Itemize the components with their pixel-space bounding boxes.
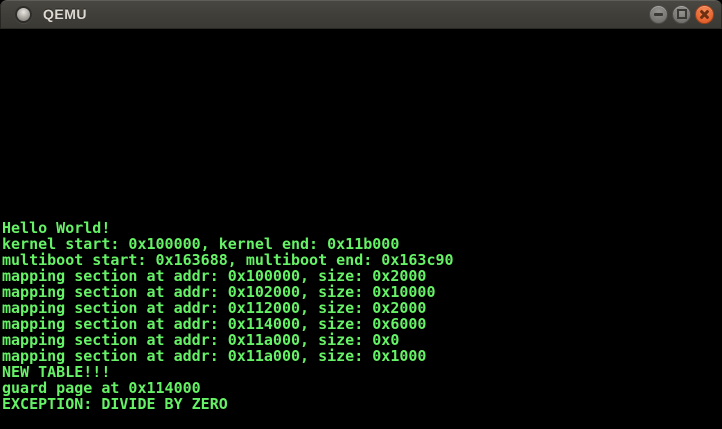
qemu-app-icon (15, 5, 32, 23)
close-button[interactable] (695, 4, 714, 24)
terminal-line: EXCEPTION: DIVIDE BY ZERO (2, 395, 228, 413)
window-title: QEMU (43, 6, 87, 22)
terminal-line: Hello World! (2, 219, 111, 237)
maximize-icon (676, 9, 687, 19)
minimize-icon (654, 12, 663, 16)
window-controls (649, 4, 714, 24)
vga-display[interactable]: Hello World! kernel start: 0x100000, ker… (0, 29, 722, 429)
terminal-line: mapping section at addr: 0x11a000, size:… (2, 347, 427, 365)
terminal-line: mapping section at addr: 0x11a000, size:… (2, 331, 400, 349)
terminal-line: NEW TABLE!!! (2, 363, 111, 381)
window-titlebar[interactable]: QEMU (0, 0, 722, 29)
terminal-line: multiboot start: 0x163688, multiboot end… (2, 251, 454, 269)
maximize-button[interactable] (672, 4, 691, 24)
terminal-line: mapping section at addr: 0x112000, size:… (2, 299, 427, 317)
terminal-line: mapping section at addr: 0x114000, size:… (2, 315, 427, 333)
terminal-line: mapping section at addr: 0x100000, size:… (2, 267, 427, 285)
close-icon (699, 9, 710, 20)
terminal-line: guard page at 0x114000 (2, 379, 201, 397)
terminal-line: mapping section at addr: 0x102000, size:… (2, 283, 436, 301)
terminal-line: kernel start: 0x100000, kernel end: 0x11… (2, 235, 400, 253)
minimize-button[interactable] (649, 4, 668, 24)
